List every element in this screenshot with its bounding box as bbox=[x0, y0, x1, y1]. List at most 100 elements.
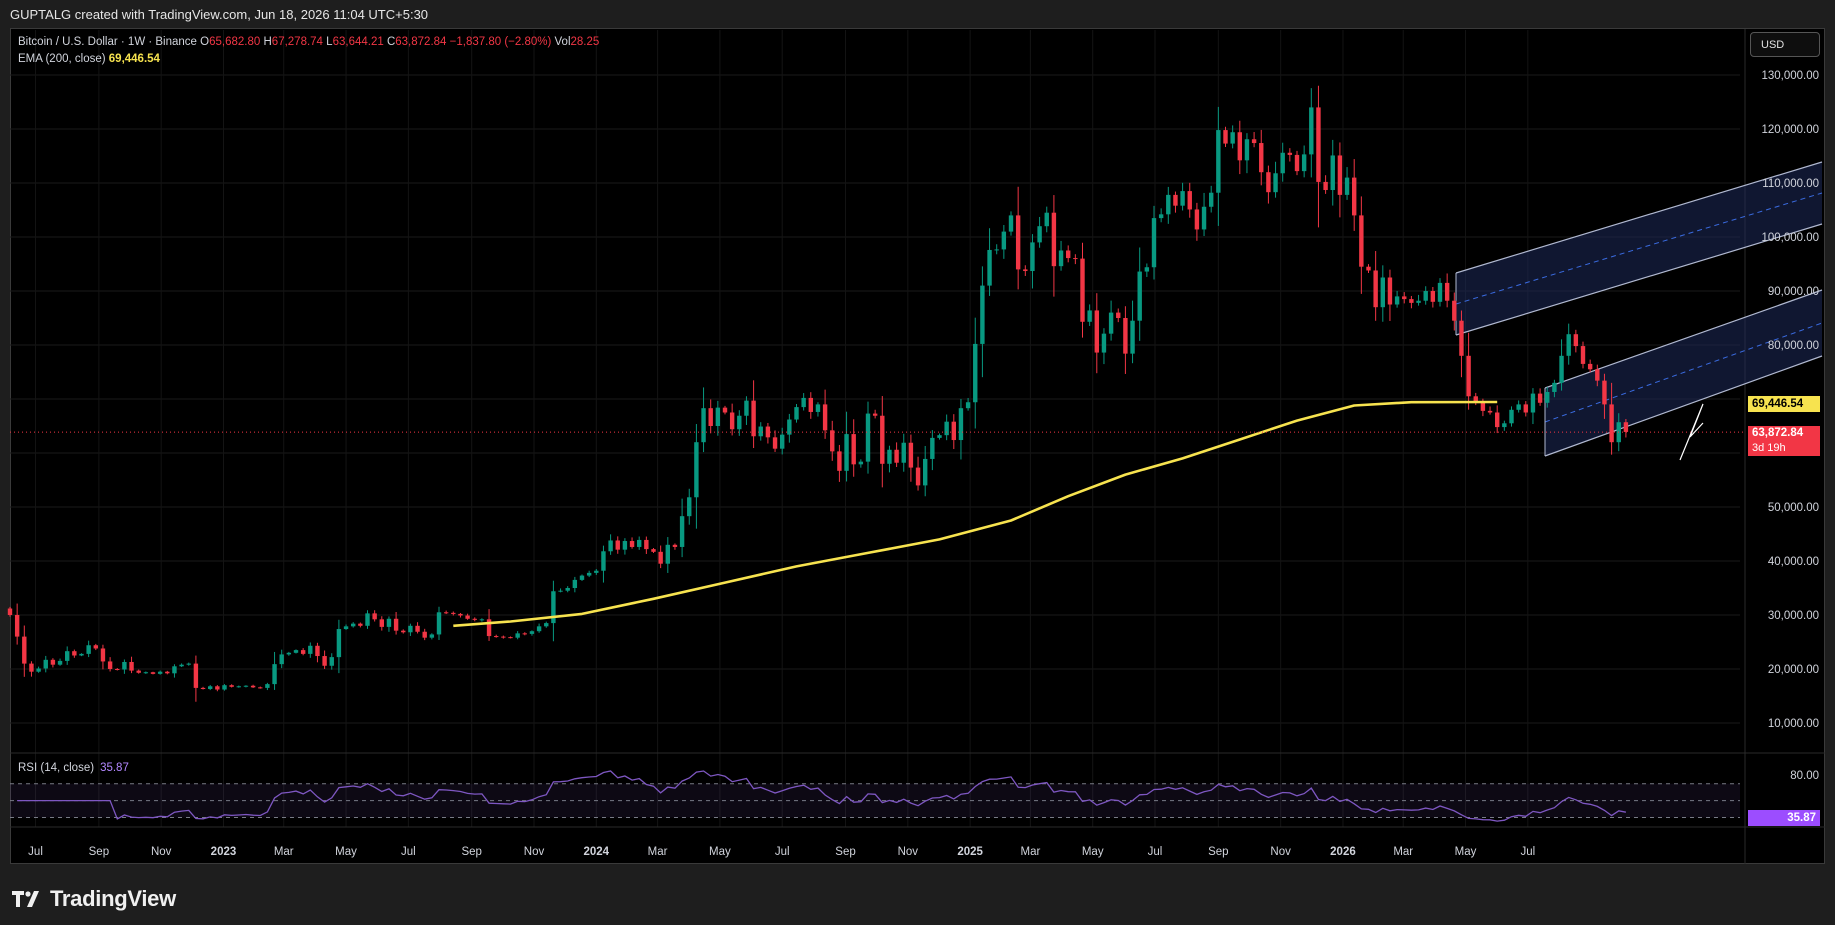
header-title: GUPTALG created with TradingView.com, Ju… bbox=[10, 7, 429, 22]
candle bbox=[744, 396, 749, 425]
candle bbox=[701, 387, 706, 453]
candle bbox=[115, 668, 120, 671]
candle-body bbox=[758, 426, 763, 437]
candle bbox=[265, 682, 270, 691]
candle bbox=[508, 636, 513, 639]
candle bbox=[1337, 142, 1343, 218]
candle-body bbox=[637, 539, 642, 547]
candle bbox=[1266, 165, 1271, 204]
candle-body bbox=[429, 634, 435, 638]
candle bbox=[858, 459, 864, 468]
candle-body bbox=[1309, 107, 1314, 155]
candle bbox=[1580, 341, 1586, 369]
candle-body bbox=[744, 400, 749, 416]
candle bbox=[787, 413, 792, 443]
last-price-tag: 63,872.84 3d 19h bbox=[1748, 426, 1820, 456]
candle-body bbox=[1373, 270, 1378, 308]
candle-body bbox=[36, 668, 41, 672]
candle bbox=[1273, 161, 1278, 198]
candle bbox=[601, 545, 606, 583]
candle-body bbox=[157, 671, 163, 674]
candle-body bbox=[1259, 143, 1264, 173]
candle-body bbox=[372, 613, 377, 620]
candle bbox=[286, 651, 292, 656]
time-tick-label: May bbox=[335, 846, 357, 858]
candle bbox=[901, 433, 906, 472]
candle-body bbox=[822, 404, 828, 431]
candle bbox=[1044, 206, 1049, 233]
candle-body bbox=[1201, 206, 1207, 230]
candle bbox=[343, 624, 349, 630]
candle-body bbox=[115, 669, 120, 670]
candle bbox=[1015, 186, 1021, 290]
candle bbox=[279, 649, 284, 669]
time-tick-label: Sep bbox=[89, 846, 109, 858]
candle bbox=[958, 398, 964, 460]
time-tick-label: Sep bbox=[835, 846, 855, 858]
candle bbox=[322, 650, 327, 669]
candle bbox=[472, 617, 477, 622]
candle bbox=[443, 610, 449, 615]
candle-body bbox=[494, 636, 499, 638]
candle-body bbox=[687, 497, 692, 517]
candle bbox=[794, 403, 799, 423]
candle bbox=[172, 664, 177, 678]
candle-body bbox=[1051, 212, 1057, 267]
tradingview-logo[interactable]: TradingView bbox=[12, 886, 176, 912]
candle bbox=[1209, 185, 1214, 213]
candle bbox=[193, 655, 199, 702]
candle bbox=[1237, 120, 1242, 175]
time-tick-label: Nov bbox=[151, 846, 172, 858]
candle bbox=[1294, 150, 1300, 176]
candle-body bbox=[1552, 382, 1557, 392]
candle-body bbox=[1487, 410, 1493, 413]
candle-body bbox=[465, 615, 470, 619]
high-label: H bbox=[263, 36, 272, 48]
candle-body bbox=[1287, 152, 1293, 155]
candle-body bbox=[322, 656, 327, 666]
candle bbox=[551, 580, 556, 642]
candle-body bbox=[243, 685, 249, 687]
candle-body bbox=[122, 661, 127, 670]
candle bbox=[1309, 88, 1314, 178]
candle bbox=[1430, 287, 1436, 308]
legend-row-ema[interactable]: EMA (200, close) 69,446.54 bbox=[18, 51, 599, 68]
rsi-legend[interactable]: RSI (14, close) 35.87 bbox=[18, 762, 129, 774]
candle-body bbox=[1101, 333, 1107, 353]
price-tick-label: 40,000.00 bbox=[1768, 556, 1819, 568]
candle-body bbox=[1187, 191, 1192, 210]
candle-body bbox=[944, 421, 949, 436]
candle-body bbox=[1437, 282, 1443, 302]
candle bbox=[1495, 405, 1500, 434]
candle bbox=[837, 444, 842, 482]
ema-value: 69,446.54 bbox=[108, 53, 160, 65]
candle bbox=[250, 684, 256, 688]
overlays bbox=[10, 403, 1745, 461]
candle bbox=[222, 684, 227, 691]
candle-body bbox=[86, 645, 91, 654]
candle bbox=[815, 402, 821, 417]
regression-channels bbox=[1455, 161, 1823, 457]
channel-upper-lower bbox=[1455, 223, 1823, 336]
candle-body bbox=[143, 672, 149, 674]
candle bbox=[165, 670, 170, 675]
candle-body bbox=[1080, 258, 1085, 322]
candle bbox=[1116, 308, 1121, 323]
candle bbox=[479, 618, 485, 622]
candle-body bbox=[379, 619, 384, 627]
candle-body bbox=[1502, 423, 1507, 428]
candle bbox=[236, 685, 241, 688]
candle-body bbox=[1459, 320, 1464, 356]
candle bbox=[1573, 329, 1579, 353]
candle-body bbox=[215, 686, 220, 690]
currency-button[interactable]: USD bbox=[1750, 32, 1820, 57]
candle bbox=[980, 266, 985, 378]
candle-body bbox=[436, 612, 442, 635]
candle bbox=[1123, 306, 1128, 374]
price-tick-label: 30,000.00 bbox=[1768, 610, 1819, 622]
candle-body bbox=[1523, 404, 1528, 413]
candle-body bbox=[93, 645, 98, 649]
candle-body bbox=[329, 657, 334, 666]
candle-body bbox=[100, 648, 106, 662]
